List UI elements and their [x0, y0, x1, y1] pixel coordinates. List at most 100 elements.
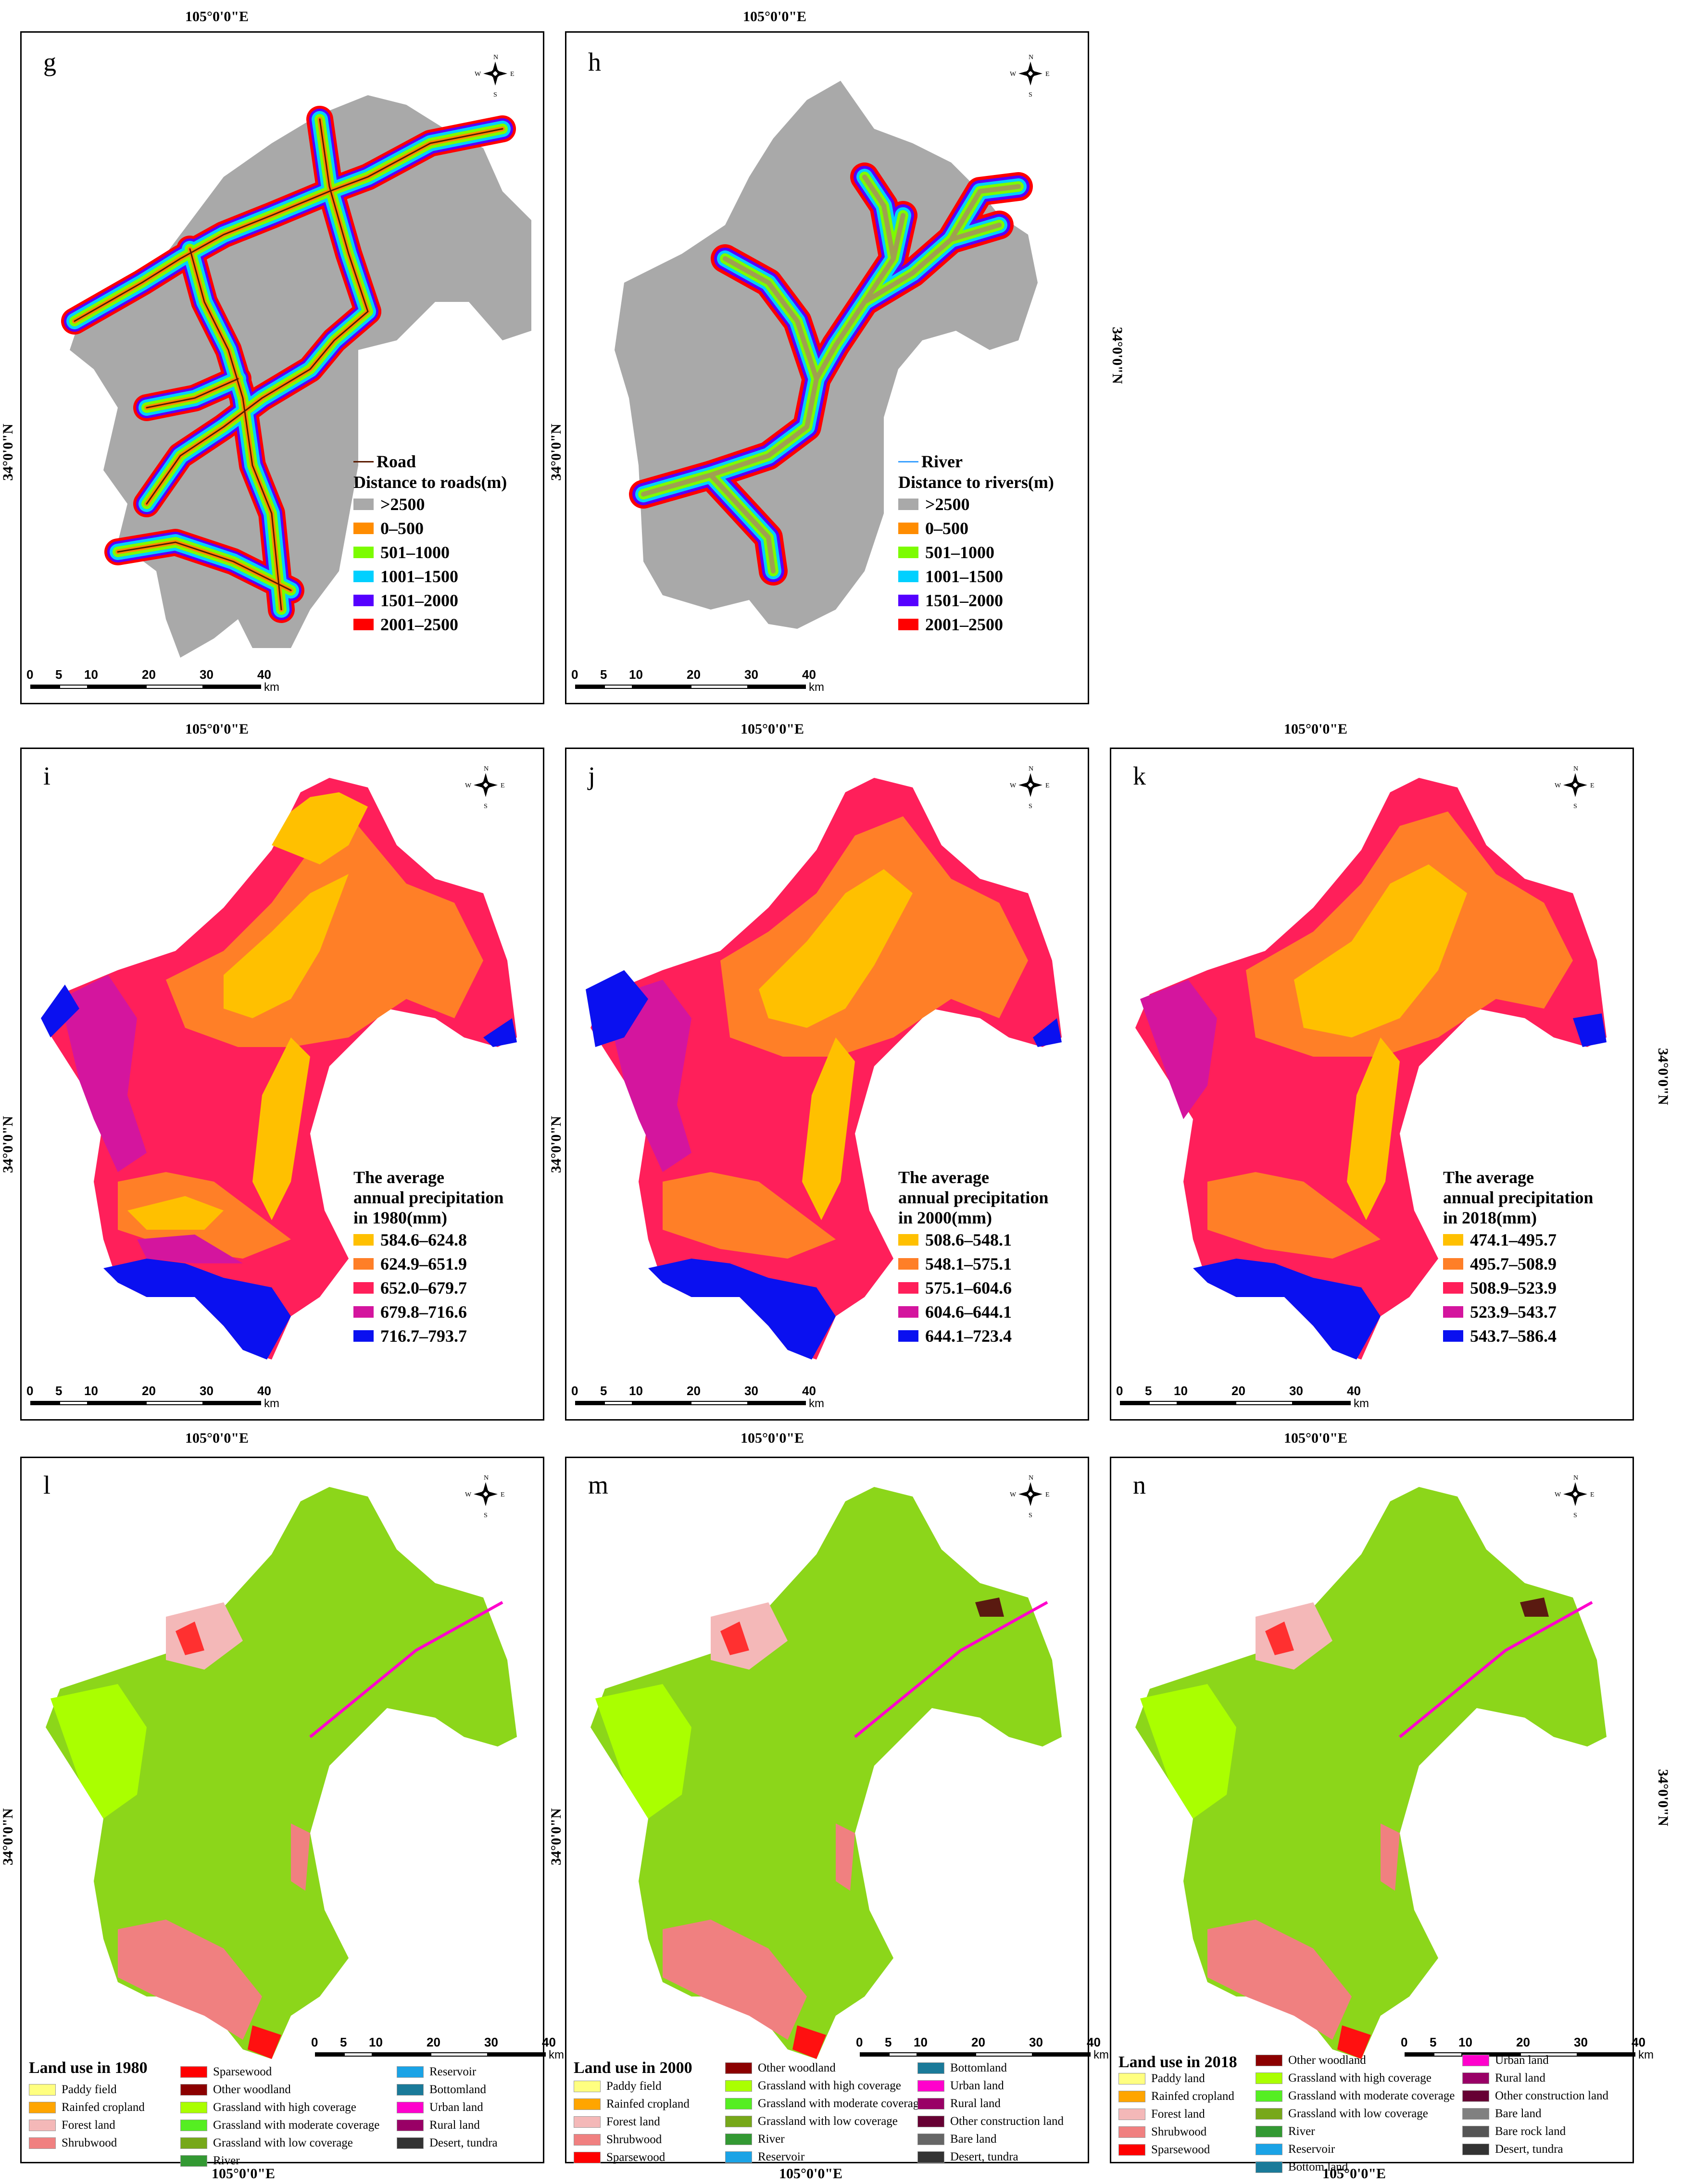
svg-text:E: E	[1045, 782, 1050, 789]
legend-item-label: Grassland with high coverage	[1288, 2071, 1432, 2084]
legend-item-label: Rural land	[1495, 2071, 1545, 2084]
legend-item-label: River	[213, 2154, 240, 2167]
legend-swatch	[1256, 2090, 1282, 2102]
legend-item: 575.1–604.6	[925, 1278, 1012, 1298]
north-arrow-icon: N S W E	[1555, 1474, 1595, 1519]
scale-tick-label: 30	[484, 2035, 498, 2049]
lon-label-n-bottom: 105°0'0"E	[1322, 2166, 1386, 2182]
panel-label: g	[43, 48, 56, 76]
svg-text:S: S	[1573, 1512, 1577, 1519]
panel-n: n N S W E 0 5 10 20 30 40 km Land use in 2018 Pa…	[1110, 1457, 1654, 2173]
legend-item: 584.6–624.8	[380, 1230, 467, 1249]
map-precip-2018	[1135, 778, 1607, 1360]
svg-text:E: E	[501, 782, 505, 789]
svg-text:N: N	[484, 1474, 489, 1482]
svg-text:W: W	[1010, 71, 1017, 78]
legend-item: 1501–2000	[925, 591, 1003, 610]
scale-tick-label: 30	[1289, 1384, 1303, 1398]
panel-label: k	[1133, 761, 1146, 790]
lon-label-l: 105°0'0"E	[185, 1430, 249, 1446]
scale-tick-label: 40	[1347, 1384, 1361, 1398]
scale-segment	[1178, 1401, 1235, 1405]
svg-text:E: E	[510, 71, 515, 78]
legend-swatch	[1118, 2072, 1145, 2084]
scale-bar: 0 5 10 20 30 40 km	[1401, 2035, 1664, 2064]
legend-title-line: annual precipitation	[898, 1188, 1049, 1207]
legend-swatch	[917, 2133, 944, 2145]
legend-swatch	[397, 2084, 424, 2096]
legend-item: Grassland with high coverage	[180, 2098, 379, 2116]
lon-label-h-top: 105°0'0"E	[743, 9, 806, 25]
legend-swatch	[1118, 2126, 1145, 2138]
legend-item: Forest land	[1118, 2105, 1234, 2123]
svg-text:W: W	[465, 782, 472, 789]
legend-item-label: Shrubwood	[1151, 2125, 1207, 2138]
legend-column-2: Sparsewood Other woodland Grassland with h…	[180, 2063, 379, 2170]
legend-title-line: The average	[898, 1168, 989, 1187]
scale-tick-label: 5	[1145, 1384, 1152, 1398]
legend-item: Paddy field	[29, 2081, 145, 2098]
legend-item-label: Bottomland	[429, 2083, 487, 2096]
legend-item: 508.9–523.9	[1470, 1278, 1557, 1298]
lat-label-k: 34°0'0"N	[1655, 1048, 1671, 1105]
legend-line-river: River	[898, 451, 1054, 472]
legend-title-line: annual precipitation	[353, 1188, 504, 1207]
lat-label-h-right: 34°0'0"N	[1109, 327, 1125, 384]
svg-text:W: W	[1010, 782, 1017, 789]
legend-swatch	[574, 2116, 601, 2128]
legend-item: Other construction land	[1462, 2087, 1608, 2105]
legend-item: Paddy field	[574, 2077, 690, 2095]
legend-swatch	[1462, 2090, 1489, 2102]
scale-segment	[1293, 1401, 1351, 1405]
legend-swatch	[29, 2101, 56, 2113]
legend-item-label: Paddy field	[606, 2079, 662, 2093]
legend-item-label: Bare land	[950, 2132, 997, 2146]
legend-item-label: Desert, tundra	[950, 2150, 1018, 2163]
legend-swatch	[1462, 2054, 1489, 2066]
legend-item: Shrubwood	[29, 2134, 145, 2152]
svg-text:N: N	[1573, 1474, 1578, 1482]
legend-swatch	[1462, 2072, 1489, 2084]
scale-tick-label: 5	[55, 1384, 63, 1398]
legend-item: 501–1000	[380, 543, 450, 562]
legend-swatch	[397, 2066, 424, 2078]
legend-title-line: annual precipitation	[1443, 1188, 1594, 1207]
legend-swatch	[180, 2084, 207, 2096]
svg-text:E: E	[1045, 71, 1050, 78]
legend-swatch	[1462, 2143, 1489, 2155]
legend-item: Bottomland	[397, 2081, 498, 2098]
scale-segment	[1405, 2052, 1433, 2057]
legend-item: 0–500	[380, 519, 424, 538]
map-roads	[61, 95, 531, 658]
scale-segment	[203, 685, 261, 689]
scale-segment	[203, 1401, 261, 1405]
lat-label-i: 34°0'0"N	[0, 1116, 16, 1173]
legend-item: Urban land	[397, 2098, 498, 2116]
legend-item-label: Bare rock land	[1495, 2124, 1566, 2138]
scale-segment	[917, 2052, 975, 2057]
scale-tick-label: 10	[84, 1384, 98, 1398]
legend-column-3: Bottomland Urban land Rural land Other cons…	[917, 2059, 1064, 2166]
scale-tick-label: 40	[1632, 2035, 1645, 2049]
legend-item: Shrubwood	[1118, 2123, 1234, 2141]
legend-item-label: Bare land	[1495, 2107, 1542, 2120]
scale-tick-label: 20	[1516, 2035, 1530, 2049]
legend-column-1: Paddy field Rainfed cropland Forest land Sh…	[574, 2077, 690, 2166]
panel-label: i	[43, 761, 51, 790]
scale-segment	[575, 1401, 604, 1405]
legend-item: Desert, tundra	[397, 2134, 498, 2152]
scale-segment	[315, 2052, 344, 2057]
scale-tick-label: 5	[1430, 2035, 1437, 2049]
scale-bar: 0 5 10 20 30 40 km	[26, 667, 290, 696]
scale-segment	[604, 685, 633, 689]
svg-text:S: S	[1029, 91, 1032, 99]
scale-segment	[88, 685, 146, 689]
lon-label-m-bottom: 105°0'0"E	[779, 2166, 842, 2182]
map-landuse-2000	[590, 1487, 1062, 2059]
scale-tick-label: 10	[629, 667, 643, 682]
legend-swatch	[917, 2062, 944, 2074]
legend-precip-2000: The average annual precipitation in 2000…	[898, 1167, 1048, 1348]
scale-segment	[1120, 1401, 1149, 1405]
scale-unit: km	[1638, 2048, 1654, 2061]
legend-item: Bare land	[917, 2130, 1064, 2148]
